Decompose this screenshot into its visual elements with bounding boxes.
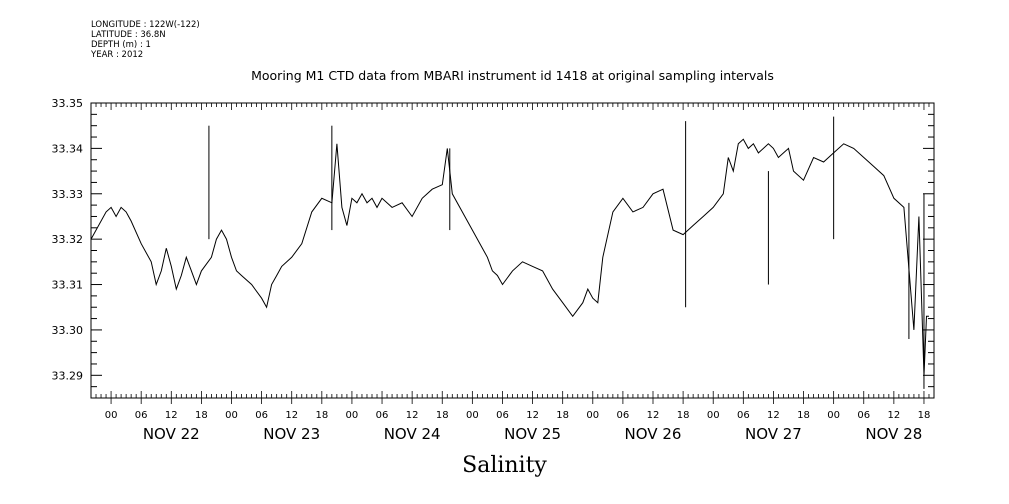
x-hour-label: 18 [677,410,690,421]
x-hour-label: 00 [827,410,840,421]
x-hour-label: 00 [466,410,479,421]
plot-frame [90,102,935,399]
x-hour-label: 18 [195,410,208,421]
y-tick-label: 33.29 [52,369,84,382]
x-hour-label: 06 [496,410,509,421]
x-hour-label: 12 [165,410,178,421]
x-hour-label: 18 [918,410,931,421]
y-tick-label: 33.32 [52,233,84,246]
x-hour-label: 06 [376,410,389,421]
x-hour-label: 12 [767,410,780,421]
x-hour-label: 00 [707,410,720,421]
x-hour-label: 12 [526,410,539,421]
metadata-block: LONGITUDE : 122W(-122) LATITUDE : 36.8N … [91,20,200,60]
y-tick-label: 33.35 [52,97,84,110]
x-hour-label: 18 [436,410,449,421]
x-day-label: NOV 25 [504,425,561,443]
x-hour-label: 00 [346,410,359,421]
x-hour-label: 06 [737,410,750,421]
chart-title: Mooring M1 CTD data from MBARI instrumen… [251,68,774,83]
x-day-label: NOV 24 [384,425,441,443]
salinity-series-line [90,138,929,376]
x-hour-label: 00 [586,410,599,421]
y-tick-label: 33.30 [52,324,84,337]
x-hour-label: 12 [406,410,419,421]
x-hour-label: 06 [857,410,870,421]
depth-label: DEPTH (m) : 1 [91,40,151,50]
x-hour-label: 06 [617,410,630,421]
x-axis-label: Salinity [462,453,547,478]
year-label: YEAR : 2012 [91,50,144,60]
y-tick-label: 33.31 [52,279,84,292]
longitude-label: LONGITUDE : 122W(-122) [91,20,200,30]
x-day-label: NOV 23 [263,425,320,443]
x-hour-label: 18 [315,410,328,421]
x-hour-label: 06 [255,410,268,421]
x-day-label: NOV 28 [865,425,922,443]
x-hour-label: 00 [105,410,118,421]
y-tick-label: 33.34 [52,142,84,155]
x-hour-label: 12 [647,410,660,421]
x-hour-label: 18 [797,410,810,421]
x-hour-label: 12 [285,410,298,421]
x-day-label: NOV 26 [625,425,682,443]
x-hour-label: 06 [135,410,148,421]
y-tick-label: 33.33 [52,188,84,201]
latitude-label: LATITUDE : 36.8N [91,30,166,40]
x-hour-label: 00 [225,410,238,421]
x-day-label: NOV 22 [143,425,200,443]
x-hour-label: 12 [887,410,900,421]
x-day-label: NOV 27 [745,425,802,443]
x-hour-label: 18 [556,410,569,421]
